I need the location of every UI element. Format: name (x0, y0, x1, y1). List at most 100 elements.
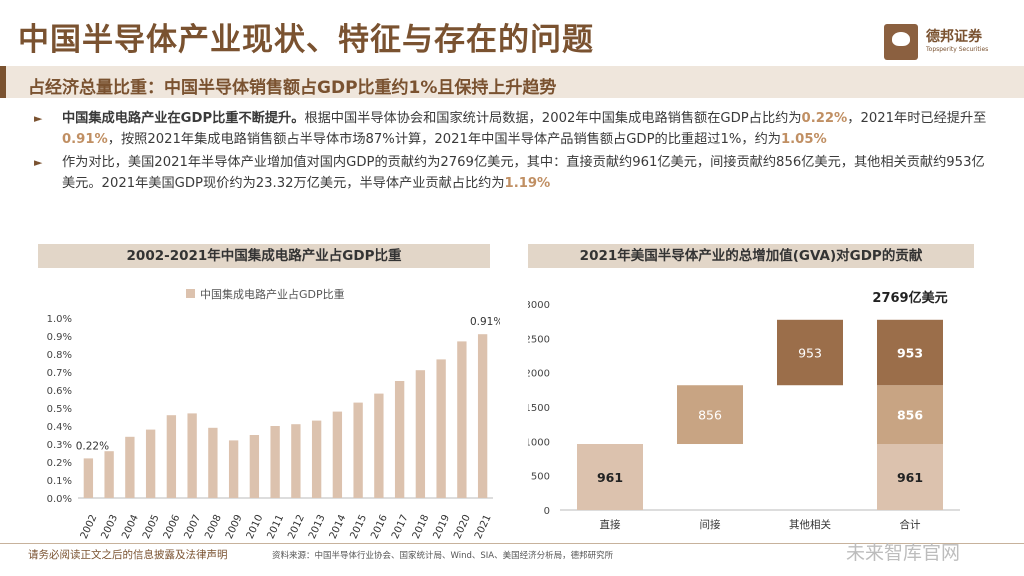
data-label: 953 (798, 346, 822, 361)
x-tick-label: 2009 (224, 513, 245, 540)
y-tick-label: 1.0% (47, 314, 72, 325)
y-tick-label: 0.5% (47, 404, 72, 415)
legend-label: 中国集成电路产业占GDP比重 (200, 287, 345, 301)
x-tick-label: 2010 (245, 513, 266, 540)
bullet-text: ，2021年时已经提升至 (847, 111, 987, 126)
x-tick-label: 2011 (265, 513, 286, 540)
waterfall-bar (577, 444, 643, 510)
legend-swatch (186, 289, 195, 298)
triangle-bullet-icon: ► (34, 156, 43, 169)
x-tick-label: 2005 (141, 513, 162, 540)
x-tick-label: 2018 (411, 513, 432, 540)
x-tick-label: 合计 (900, 518, 921, 531)
x-tick-label: 2012 (286, 513, 307, 540)
china-ic-gdp-bar-chart: 中国集成电路产业占GDP比重 0.0% 0.1% 0.2% 0.3% 0.4% 0.5% 0.… (47, 287, 500, 540)
y-tick-label: 3000 (528, 300, 550, 311)
y-tick-label: 0.0% (47, 494, 72, 505)
data-label: 953 (897, 346, 923, 361)
bar (353, 402, 363, 498)
x-tick-label: 2013 (307, 513, 328, 540)
x-tick-label: 2017 (390, 513, 411, 540)
x-tick-label: 2016 (369, 513, 390, 540)
data-label: 0.91% (470, 316, 500, 328)
bullet-lead: 中国集成电路产业在GDP比重不断提升。 (62, 111, 305, 126)
x-tick-label: 2008 (203, 513, 224, 540)
brand-logo: 德邦证券 Topsperity Securities (884, 24, 1004, 64)
x-tick-label: 2020 (452, 513, 473, 540)
bar (208, 427, 218, 498)
bar (291, 424, 301, 498)
logo-name: 德邦证券 (926, 29, 982, 45)
bar (436, 359, 446, 498)
x-tick-label: 2003 (99, 513, 120, 540)
bullet-item-1: ► 中国集成电路产业在GDP比重不断提升。根据中国半导体协会和国家统计局数据，2… (34, 108, 994, 150)
bar (311, 420, 322, 498)
data-label: 856 (698, 408, 722, 423)
y-tick-label: 2000 (528, 369, 550, 380)
x-tick-label: 2015 (348, 513, 369, 540)
x-tick-label: 2019 (431, 513, 452, 540)
bar (166, 415, 177, 498)
x-tick-label: 其他相关 (789, 518, 831, 531)
bar (125, 436, 135, 498)
y-tick-label: 2500 (528, 334, 550, 345)
logo-subtitle: Topsperity Securities (926, 46, 989, 53)
y-tick-label: 500 (531, 472, 550, 483)
bullet-item-2: ► 作为对比，美国2021年半导体产业增加值对国内GDP的贡献约为2769亿美元… (34, 152, 994, 194)
data-label: 961 (897, 470, 923, 485)
triangle-bullet-icon: ► (34, 112, 43, 125)
data-label: 961 (597, 470, 623, 485)
bar (187, 413, 197, 498)
highlight-value: 0.91% (62, 132, 108, 147)
bar (83, 458, 94, 498)
bar (104, 451, 114, 498)
highlight-value: 1.19% (504, 176, 551, 191)
x-tick-label: 直接 (600, 518, 621, 531)
bar (477, 334, 488, 498)
chart-left-title: 2002-2021年中国集成电路产业占GDP比重 (38, 244, 490, 268)
bar (145, 429, 156, 498)
y-tick-label: 1000 (528, 437, 550, 448)
bar (394, 381, 405, 498)
x-tick-label: 2002 (79, 513, 100, 540)
data-label: 0.22% (76, 440, 109, 452)
bullet-text: 根据中国半导体协会和国家统计局数据，2002年中国集成电路销售额在GDP占比约为 (304, 111, 802, 126)
section-subtitle: 占经济总量比重：中国半导体销售额占GDP比重约1%且保持上升趋势 (28, 78, 557, 98)
bar (415, 370, 426, 498)
bullet-text: ，按照2021年集成电路销售额占半导体市场87%计算，2021年中国半导体产品销… (107, 132, 781, 147)
bar (457, 341, 467, 498)
y-tick-label: 0.9% (47, 332, 72, 343)
total-stack-segment (877, 319, 943, 386)
x-tick-label: 2004 (120, 513, 141, 540)
total-stack-segment (877, 444, 943, 510)
x-tick-label: 2006 (162, 513, 183, 540)
y-tick-label: 0.4% (47, 422, 72, 433)
bar (332, 411, 343, 498)
us-gva-waterfall-chart: 0 500 1000 1500 2000 2500 3000 961 856 953 961 856 9… (528, 290, 960, 531)
highlight-value: 0.22% (801, 111, 848, 126)
bar (228, 440, 239, 498)
y-tick-label: 0.2% (47, 458, 72, 469)
y-tick-label: 0.8% (47, 350, 72, 361)
y-tick-label: 0.3% (47, 440, 72, 451)
logo-mark-icon (884, 24, 918, 60)
x-tick-label: 2007 (182, 513, 203, 540)
data-label: 856 (897, 408, 923, 423)
waterfall-bar (777, 319, 843, 386)
subtitle-bar (0, 66, 1024, 98)
bar (249, 435, 260, 498)
bar (374, 393, 384, 498)
watermark: 未来智库官网 (846, 542, 961, 564)
x-tick-label: 2014 (328, 513, 349, 540)
waterfall-bar (677, 385, 743, 445)
total-label: 2769亿美元 (872, 290, 947, 306)
bullet-list: ► 中国集成电路产业在GDP比重不断提升。根据中国半导体协会和国家统计局数据，2… (34, 108, 994, 196)
chart-right-title: 2021年美国半导体产业的总增加值(GVA)对GDP的贡献 (528, 244, 974, 268)
total-stack-segment (877, 385, 943, 445)
y-tick-label: 0.1% (47, 476, 72, 487)
x-tick-label: 间接 (700, 518, 721, 531)
footer-disclaimer[interactable]: 请务必阅读正文之后的信息披露及法律声明 (28, 549, 228, 561)
y-tick-label: 0.6% (47, 386, 72, 397)
highlight-value: 1.05% (780, 132, 827, 147)
y-tick-label: 1500 (528, 403, 550, 414)
